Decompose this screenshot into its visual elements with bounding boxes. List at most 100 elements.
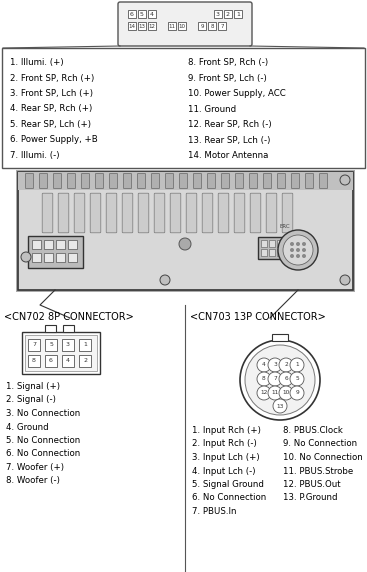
Circle shape (296, 242, 300, 246)
Bar (258, 237, 286, 259)
Bar (16, 170, 355, 292)
Text: 12: 12 (149, 23, 156, 29)
Text: 7: 7 (32, 343, 36, 348)
Bar (148, 10, 156, 18)
FancyBboxPatch shape (236, 173, 243, 189)
Text: 8. Front SP, Rch (-): 8. Front SP, Rch (-) (188, 58, 268, 67)
Circle shape (245, 345, 315, 415)
FancyBboxPatch shape (58, 193, 69, 233)
Text: 8: 8 (262, 376, 266, 382)
FancyBboxPatch shape (106, 193, 117, 233)
Circle shape (160, 275, 170, 285)
Text: 7: 7 (273, 376, 277, 382)
Bar (168, 22, 176, 30)
Text: 8. PBUS.Clock: 8. PBUS.Clock (283, 426, 343, 435)
Circle shape (257, 372, 271, 386)
Bar (68, 253, 77, 262)
FancyBboxPatch shape (305, 173, 313, 189)
FancyBboxPatch shape (250, 173, 258, 189)
Text: <CN703 13P CONNECTOR>: <CN703 13P CONNECTOR> (190, 312, 326, 322)
Text: 5: 5 (49, 343, 53, 348)
Circle shape (340, 275, 350, 285)
Bar (2, 48, 365, 168)
FancyBboxPatch shape (90, 193, 101, 233)
FancyBboxPatch shape (291, 173, 299, 189)
FancyBboxPatch shape (54, 173, 62, 189)
Text: 5: 5 (295, 376, 299, 382)
Circle shape (268, 372, 282, 386)
Text: 1. Signal (+): 1. Signal (+) (6, 382, 60, 391)
Text: 9: 9 (200, 23, 204, 29)
Text: <CN702 8P CONNECTOR>: <CN702 8P CONNECTOR> (4, 312, 134, 322)
Bar (32, 253, 41, 262)
Bar (25, 335, 97, 371)
FancyBboxPatch shape (25, 173, 33, 189)
FancyBboxPatch shape (264, 173, 272, 189)
Circle shape (340, 175, 350, 185)
Text: 2. Signal (-): 2. Signal (-) (6, 395, 56, 404)
FancyBboxPatch shape (320, 173, 327, 189)
Circle shape (240, 340, 320, 420)
FancyBboxPatch shape (186, 193, 197, 233)
Text: 12. PBUS.Out: 12. PBUS.Out (283, 480, 341, 489)
Text: 6: 6 (130, 11, 134, 17)
Text: 13. P.Ground: 13. P.Ground (283, 494, 338, 502)
Bar (261, 249, 267, 256)
Bar (128, 22, 136, 30)
Bar (62, 355, 74, 367)
Text: 4: 4 (66, 359, 70, 363)
Bar (28, 355, 40, 367)
Text: 8. Woofer (-): 8. Woofer (-) (6, 476, 60, 486)
Text: 1: 1 (236, 11, 240, 17)
Text: 7. PBUS.In: 7. PBUS.In (192, 507, 236, 516)
FancyBboxPatch shape (109, 173, 117, 189)
FancyBboxPatch shape (68, 173, 76, 189)
Text: 10. No Connection: 10. No Connection (283, 453, 363, 462)
Circle shape (283, 235, 313, 265)
FancyBboxPatch shape (266, 193, 277, 233)
Text: 6. No Connection: 6. No Connection (192, 494, 266, 502)
Text: 4. Rear SP, Rch (+): 4. Rear SP, Rch (+) (10, 105, 92, 113)
Bar (45, 339, 57, 351)
Bar (208, 22, 216, 30)
Text: 3: 3 (216, 11, 220, 17)
Text: 5: 5 (140, 11, 144, 17)
Circle shape (302, 254, 306, 258)
FancyBboxPatch shape (234, 193, 245, 233)
Circle shape (257, 386, 271, 400)
Circle shape (296, 248, 300, 252)
Text: 8: 8 (210, 23, 214, 29)
Bar (45, 355, 57, 367)
Text: 13: 13 (276, 403, 284, 408)
Text: 2: 2 (284, 363, 288, 367)
Bar (128, 10, 136, 18)
FancyBboxPatch shape (154, 193, 165, 233)
Text: 9: 9 (295, 391, 299, 395)
Text: 1: 1 (83, 343, 87, 348)
Text: 14: 14 (128, 23, 135, 29)
Circle shape (21, 252, 31, 262)
FancyBboxPatch shape (166, 173, 174, 189)
Text: 2: 2 (83, 359, 87, 363)
FancyBboxPatch shape (170, 193, 181, 233)
Bar (198, 22, 206, 30)
Bar (234, 10, 242, 18)
Bar (138, 10, 146, 18)
Bar (68, 240, 77, 249)
Text: 11. PBUS.Strobe: 11. PBUS.Strobe (283, 467, 353, 475)
Circle shape (257, 358, 271, 372)
Text: 11: 11 (168, 23, 175, 29)
Text: 4: 4 (262, 363, 266, 367)
Circle shape (179, 238, 191, 250)
Bar (79, 339, 91, 351)
Bar (62, 339, 74, 351)
Text: 1. Input Rch (+): 1. Input Rch (+) (192, 426, 261, 435)
Bar (22, 332, 100, 374)
Bar (18, 172, 353, 190)
Text: 3: 3 (273, 363, 277, 367)
FancyBboxPatch shape (40, 173, 47, 189)
FancyBboxPatch shape (122, 193, 133, 233)
Text: 1. Illumi. (+): 1. Illumi. (+) (10, 58, 63, 67)
Bar (18, 172, 353, 290)
Circle shape (290, 242, 294, 246)
